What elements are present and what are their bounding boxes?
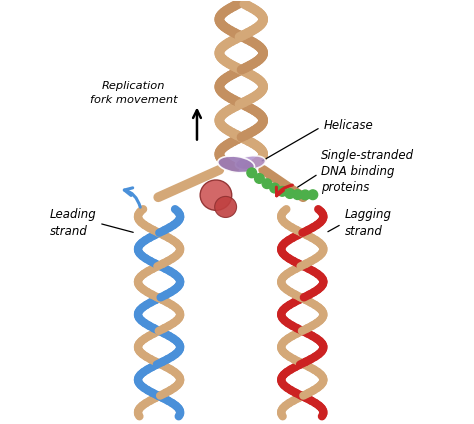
Circle shape <box>255 173 264 183</box>
Circle shape <box>285 189 295 198</box>
Text: Lagging
strand: Lagging strand <box>328 207 392 237</box>
Circle shape <box>301 190 310 200</box>
Ellipse shape <box>236 156 265 170</box>
Ellipse shape <box>200 180 232 210</box>
Circle shape <box>308 190 318 200</box>
Ellipse shape <box>215 196 237 218</box>
Circle shape <box>270 183 280 193</box>
Text: Single-stranded
DNA binding
proteins: Single-stranded DNA binding proteins <box>294 150 414 195</box>
Circle shape <box>262 179 272 189</box>
Circle shape <box>293 190 302 199</box>
Text: Replication
fork movement: Replication fork movement <box>90 81 178 105</box>
Circle shape <box>277 187 287 196</box>
Text: Helicase: Helicase <box>262 119 373 161</box>
Ellipse shape <box>218 156 255 173</box>
Text: Leading
strand: Leading strand <box>50 207 133 237</box>
Circle shape <box>247 168 256 178</box>
